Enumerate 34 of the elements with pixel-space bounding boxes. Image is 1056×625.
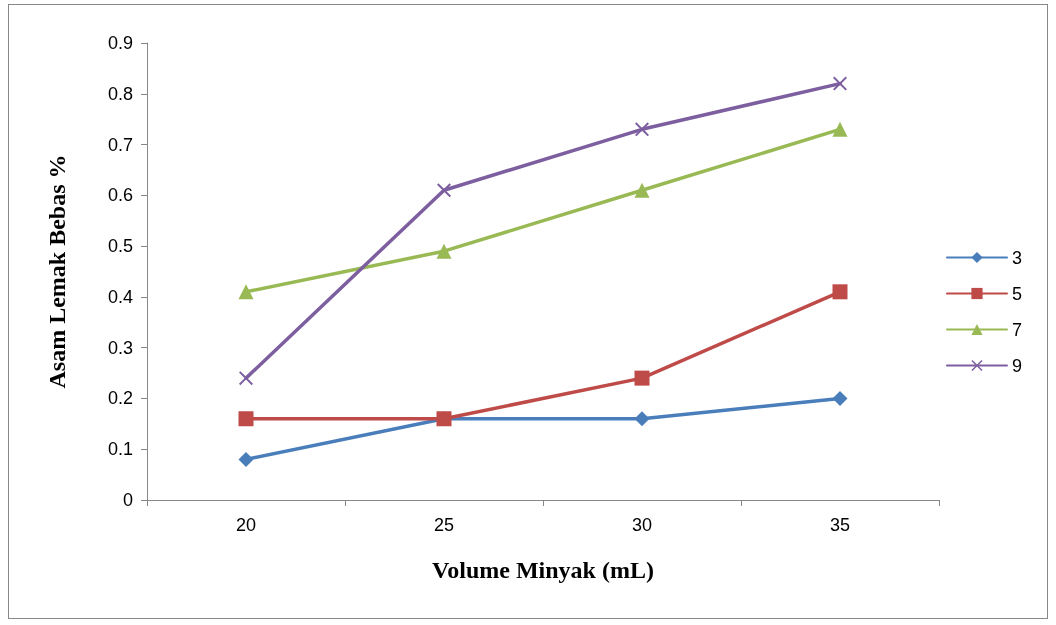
x-axis-title: Volume Minyak (mL) (432, 557, 654, 583)
point (832, 284, 848, 300)
point (832, 390, 848, 406)
legend-label: 7 (1011, 319, 1022, 340)
point (238, 284, 254, 300)
point (832, 121, 848, 137)
point (239, 371, 253, 386)
legend-label: 9 (1011, 355, 1022, 376)
x-tick-label: 30 (631, 515, 653, 535)
point (833, 76, 847, 91)
point (238, 411, 254, 427)
x-tick-label: 20 (235, 515, 257, 535)
y-tick-label: 0.8 (107, 83, 133, 104)
y-axis-title: Asam Lemak Bebas % (44, 154, 70, 389)
y-tick-label: 0.5 (107, 236, 133, 257)
y-tick-label: 0.4 (107, 286, 133, 307)
point (634, 370, 650, 386)
y-tick-label: 0.3 (107, 337, 133, 358)
legend-label: 5 (1011, 283, 1022, 304)
x-tick-label: 25 (433, 515, 455, 535)
point (437, 183, 451, 198)
point (238, 451, 254, 467)
x-tick-label: 35 (829, 515, 851, 535)
y-tick-label: 0.1 (107, 439, 133, 460)
y-tick-label: 0.6 (107, 185, 133, 206)
point (436, 243, 452, 259)
point (634, 411, 650, 427)
y-tick-label: 0 (122, 490, 133, 510)
point (634, 182, 650, 198)
point (635, 122, 649, 137)
legend-label: 3 (1011, 247, 1022, 268)
y-tick-label: 0.9 (107, 33, 133, 53)
y-tick-label: 0.7 (107, 134, 133, 155)
y-tick-label: 0.2 (107, 388, 133, 409)
